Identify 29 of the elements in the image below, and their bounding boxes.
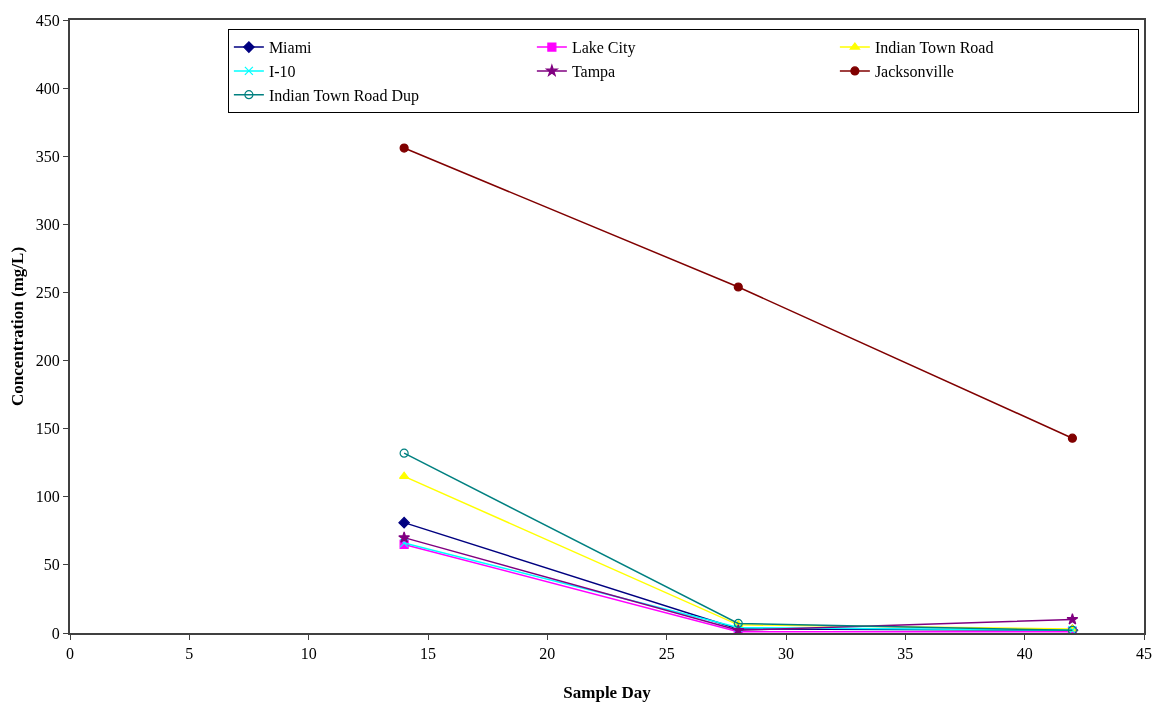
x-tick-label: 40 xyxy=(1016,645,1033,663)
x-tick-label: 5 xyxy=(185,645,194,663)
x-tick-label: 45 xyxy=(1136,645,1152,663)
x-tick-label: 15 xyxy=(420,645,436,663)
y-axis-title: Concentration (mg/L) xyxy=(7,246,27,407)
x-tick-label: 35 xyxy=(897,645,914,663)
x-tick-label: 25 xyxy=(658,645,675,663)
x-axis-title: Sample Day xyxy=(563,683,652,703)
x-tick-label: 20 xyxy=(539,645,556,663)
legend-label: I-10 xyxy=(268,63,296,81)
x-tick-label: 10 xyxy=(300,645,317,663)
y-tick-label: 250 xyxy=(35,284,60,302)
y-tick-label: 450 xyxy=(35,11,60,29)
y-tick-label: 400 xyxy=(35,79,60,97)
legend-label: Jacksonville xyxy=(874,63,954,81)
y-tick-label: 300 xyxy=(35,215,60,233)
legend-label: Indian Town Road Dup xyxy=(268,86,419,105)
y-tick-label: 100 xyxy=(35,488,60,506)
y-tick-label: 200 xyxy=(35,352,60,370)
y-tick-label: 350 xyxy=(35,147,60,165)
y-tick-label: 50 xyxy=(43,556,60,574)
x-tick-label: 30 xyxy=(778,645,794,663)
x-tick-label: 0 xyxy=(66,645,74,663)
legend-label: Miami xyxy=(268,39,313,57)
y-tick-label: 150 xyxy=(35,420,60,438)
y-tick-label: 0 xyxy=(51,624,60,642)
legend-label: Indian Town Road xyxy=(874,39,994,57)
legend-label: Lake City xyxy=(571,39,636,58)
legend-label: Tampa xyxy=(571,63,616,82)
